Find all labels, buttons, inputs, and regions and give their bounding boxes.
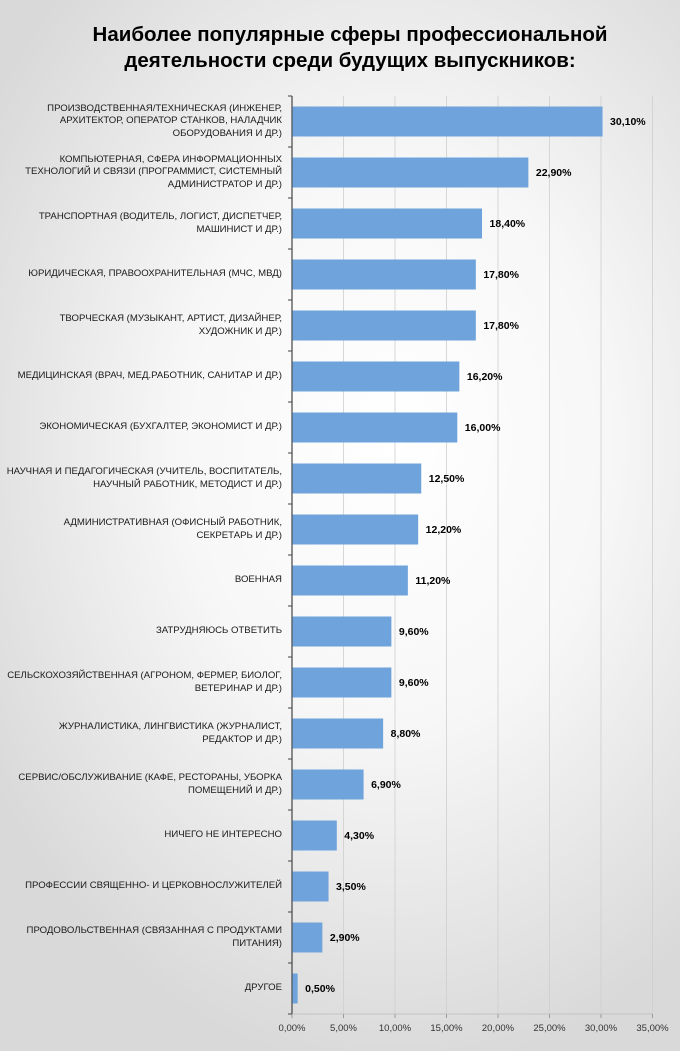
bar-value-label: 16,20%	[466, 370, 503, 383]
bar	[292, 667, 392, 698]
bar	[292, 412, 458, 443]
bar-value-label: 12,20%	[425, 523, 462, 536]
bar	[292, 565, 408, 596]
category-label: ДРУГОЕ	[244, 982, 282, 993]
x-tick-label: 30,00%	[584, 1023, 618, 1034]
bar	[292, 769, 364, 800]
bar-value-label: 17,80%	[483, 268, 519, 281]
x-tick-label: 15,00%	[430, 1023, 463, 1034]
bar-value-label: 8,80%	[390, 727, 421, 740]
bar	[292, 463, 422, 494]
bar	[292, 106, 603, 137]
category-label: ВОЕННАЯ	[234, 574, 282, 585]
category-label: СЕЛЬСКОХОЗЯЙСТВЕННАЯ (АГРОНОМ, ФЕРМЕР, Б…	[7, 670, 282, 694]
bar	[292, 820, 337, 851]
bar-value-label: 3,50%	[336, 880, 366, 893]
category-label: ПРОИЗВОДСТВЕННАЯ/ТЕХНИЧЕСКАЯ (ИНЖЕНЕР, А…	[47, 102, 282, 139]
bar-value-label: 18,40%	[489, 217, 526, 230]
bar-value-label: 12,50%	[428, 472, 465, 485]
bar-value-label: 22,90%	[535, 166, 572, 179]
category-label: ЗАТРУДНЯЮСЬ ОТВЕТИТЬ	[155, 625, 282, 636]
category-label: ЖУРНАЛИСТИКА, ЛИНГВИСТИКА (ЖУРНАЛИСТ, РЕ…	[58, 721, 282, 745]
category-label: МЕДИЦИНСКАЯ (ВРАЧ, МЕД.РАБОТНИК, САНИТАР…	[17, 370, 282, 381]
bar-value-label: 30,10%	[610, 115, 646, 128]
category-label: АДМИНИСТРАТИВНАЯ (ОФИСНЫЙ РАБОТНИК, СЕКР…	[63, 517, 282, 541]
category-label: ЭКОНОМИЧЕСКАЯ (БУХГАЛТЕР, ЭКОНОМИСТ И ДР…	[39, 421, 282, 432]
chart-title: Наиболее популярные сферы профессиональн…	[0, 22, 680, 74]
category-label: КОМПЬЮТЕРНАЯ, СФЕРА ИНФОРМАЦИОННЫХ ТЕХНО…	[25, 153, 282, 190]
bar-value-label: 11,20%	[415, 574, 451, 587]
bar	[292, 922, 323, 953]
bar-value-label: 16,00%	[464, 421, 501, 434]
category-label: НАУЧНАЯ И ПЕДАГОГИЧЕСКАЯ (УЧИТЕЛЬ, ВОСПИ…	[6, 466, 282, 490]
x-tick-label: 10,00%	[378, 1023, 412, 1034]
category-label: ЮРИДИЧЕСКАЯ, ПРАВООХРАНИТЕЛЬНАЯ (МЧС, МВ…	[28, 268, 282, 279]
category-label: ПРОФЕССИИ СВЯЩЕННО- И ЦЕРКОВНОСЛУЖИТЕЛЕЙ	[25, 880, 282, 891]
category-label: ПРОДОВОЛЬСТВЕННАЯ (СВЯЗАННАЯ С ПРОДУКТАМ…	[26, 925, 282, 949]
bar-value-label: 0,50%	[305, 982, 335, 995]
category-label: ТРАНСПОРТНАЯ (ВОДИТЕЛЬ, ЛОГИСТ, ДИСПЕТЧЕ…	[38, 211, 282, 235]
bar	[292, 616, 392, 647]
bar	[292, 310, 476, 341]
bar	[292, 973, 298, 1004]
bar	[292, 361, 460, 392]
bar-value-label: 17,80%	[483, 319, 519, 332]
bar	[292, 259, 476, 290]
category-label: ТВОРЧЕСКАЯ (МУЗЫКАНТ, АРТИСТ, ДИЗАЙНЕР, …	[59, 313, 282, 337]
bar-value-label: 4,30%	[344, 829, 375, 842]
bar-value-label: 6,90%	[371, 778, 401, 791]
bar-value-label: 2,90%	[329, 931, 360, 944]
category-label: НИЧЕГО НЕ ИНТЕРЕСНО	[164, 829, 282, 840]
chart-title-line-2: деятельности среди будущих выпускников:	[124, 49, 576, 72]
bar	[292, 157, 529, 188]
x-tick-label: 0,00%	[278, 1023, 306, 1034]
bar	[292, 208, 483, 239]
x-tick-label: 25,00%	[533, 1023, 566, 1034]
bar	[292, 871, 329, 902]
x-tick-label: 35,00%	[636, 1023, 669, 1034]
bar	[292, 514, 419, 545]
x-tick-label: 20,00%	[481, 1023, 515, 1034]
bar-value-label: 9,60%	[398, 625, 429, 638]
bar-value-label: 9,60%	[398, 676, 429, 689]
x-tick-label: 5,00%	[330, 1023, 357, 1034]
category-label: СЕРВИС/ОБСЛУЖИВАНИЕ (КАФЕ, РЕСТОРАНЫ, УБ…	[18, 772, 282, 796]
bar	[292, 718, 384, 749]
chart-title-line-1: Наиболее популярные сферы профессиональн…	[92, 23, 608, 46]
